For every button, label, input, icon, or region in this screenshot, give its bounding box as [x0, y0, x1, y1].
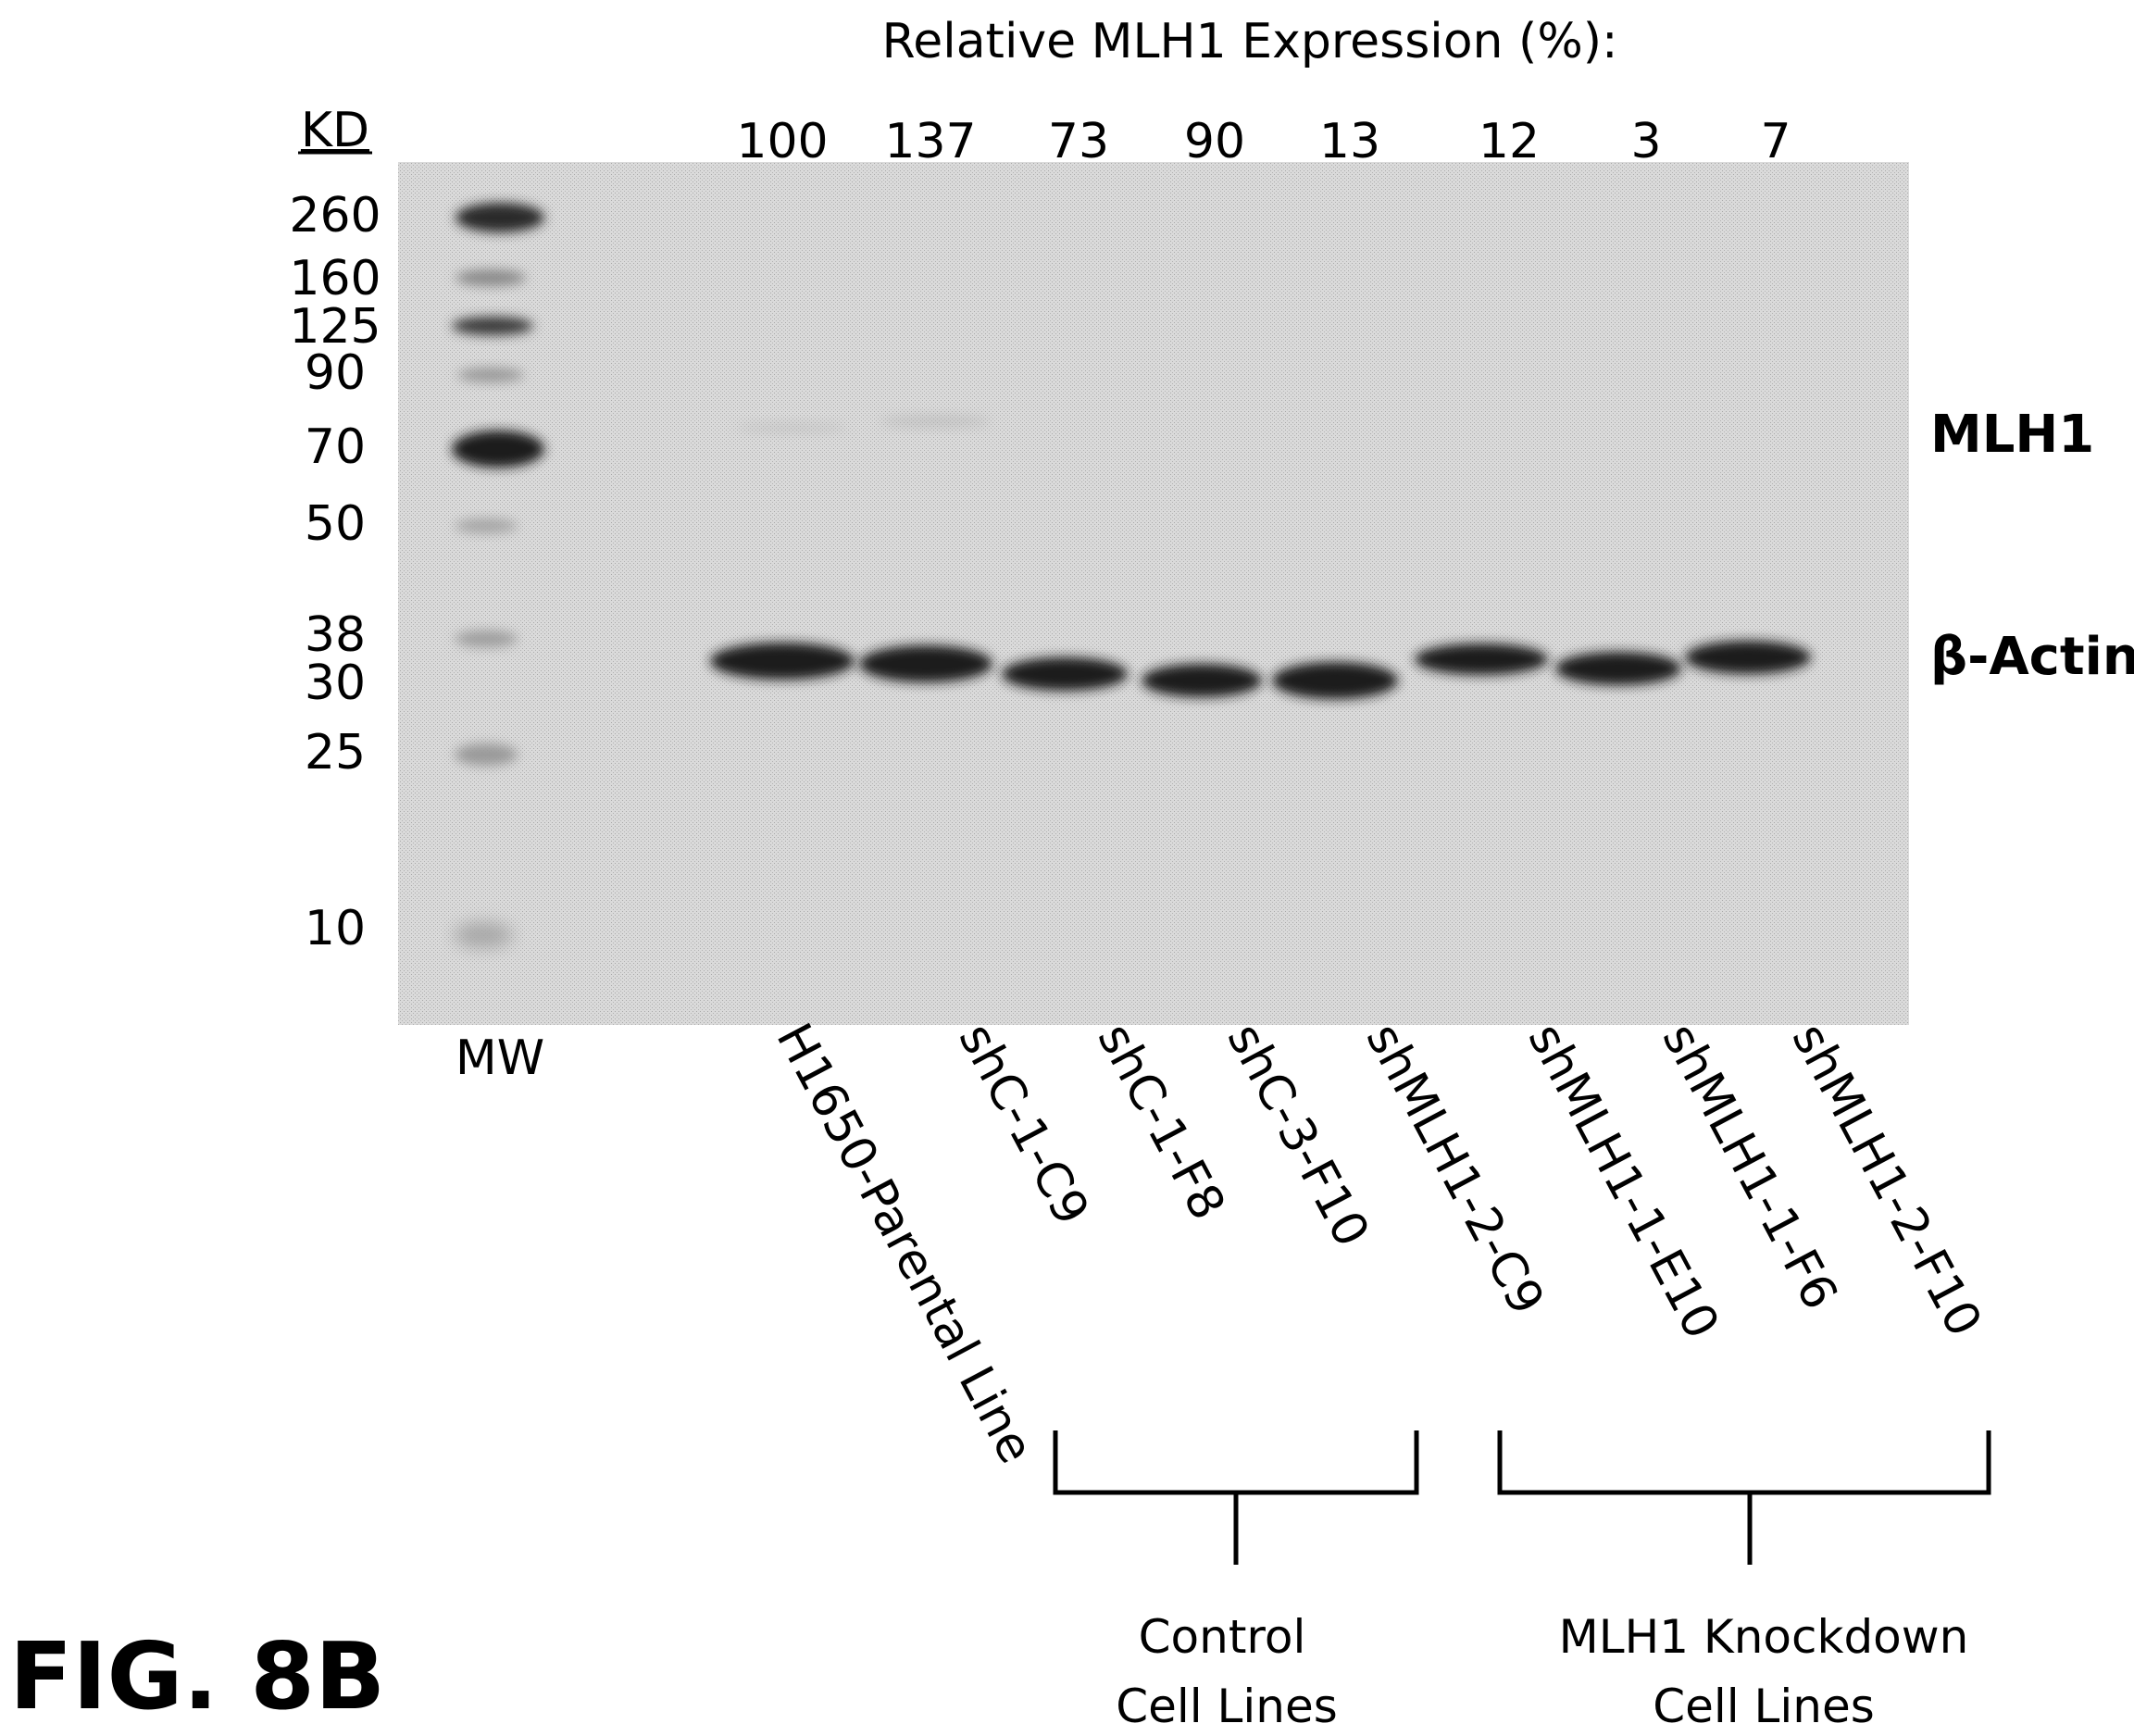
mw-ladder-bands — [452, 203, 544, 948]
ladder-band-260 — [456, 203, 544, 232]
mw-label-38: 38 — [305, 607, 366, 663]
ladder-band-38 — [455, 631, 518, 647]
lane-label: shC-1-F8 — [1087, 1015, 1236, 1229]
ladder-band-125 — [452, 317, 533, 335]
ladder-band-160 — [456, 269, 526, 286]
mw-label-70: 70 — [305, 419, 366, 475]
expression-value: 3 — [1630, 114, 1661, 169]
mw-label-50: 50 — [305, 496, 366, 552]
ladder-band-50 — [455, 518, 518, 533]
control-group-label-line1: Control — [1139, 1610, 1306, 1664]
kd-label: KD — [301, 103, 369, 158]
mw-label-25: 25 — [305, 725, 366, 781]
actin-band-6 — [1415, 643, 1548, 675]
ladder-band-90 — [457, 368, 524, 382]
expression-title: Relative MLH1 Expression (%): — [881, 14, 1617, 69]
control-group-label-line2: Cell Lines — [1116, 1680, 1338, 1733]
figure-label: FIG. 8B — [9, 1622, 385, 1730]
expression-values: 100 137 73 90 13 12 3 7 — [736, 114, 1791, 169]
actin-band-7 — [1555, 652, 1681, 685]
lane-label: shMLH1-2-C9 — [1355, 1015, 1554, 1324]
actin-band-2 — [859, 645, 992, 682]
expression-value: 73 — [1048, 114, 1109, 169]
expression-value: 12 — [1479, 114, 1540, 169]
expression-value: 137 — [884, 114, 976, 169]
mlh1-bands — [736, 415, 991, 433]
ladder-band-25 — [455, 743, 518, 766]
mw-label-30: 30 — [305, 656, 366, 711]
control-bracket — [1053, 1430, 1419, 1565]
expression-value: 90 — [1184, 114, 1245, 169]
knockdown-bracket — [1497, 1430, 1991, 1565]
mw-ladder-labels: 260 160 125 90 70 50 38 30 25 10 — [289, 188, 381, 956]
blot-membrane — [398, 162, 1909, 1025]
ladder-band-70 — [452, 431, 544, 468]
knockdown-group-label-line1: MLH1 Knockdown — [1559, 1610, 1969, 1664]
actin-bands — [710, 641, 1811, 699]
mlh1-band-label: MLH1 — [1930, 405, 2094, 465]
mw-label-125: 125 — [289, 299, 381, 355]
actin-band-5 — [1272, 662, 1398, 699]
expression-value: 13 — [1319, 114, 1380, 169]
actin-band-3 — [1002, 657, 1128, 691]
mw-lane-label: MW — [456, 1030, 544, 1086]
expression-value: 7 — [1760, 114, 1791, 169]
expression-value: 100 — [736, 114, 828, 169]
actin-band-1 — [710, 643, 855, 680]
lane-labels: H1650-Parental Line shC-1-C9 shC-1-F8 sh… — [766, 1015, 1992, 1472]
ladder-band-10 — [454, 922, 513, 948]
mw-label-10: 10 — [305, 901, 366, 956]
actin-band-4 — [1142, 664, 1262, 697]
actin-band-8 — [1685, 641, 1811, 674]
lane-label: shC-1-C9 — [948, 1015, 1100, 1234]
actin-band-label: β-Actin — [1930, 627, 2134, 687]
mw-label-260: 260 — [289, 188, 381, 244]
mw-label-160: 160 — [289, 251, 381, 306]
mw-label-90: 90 — [305, 345, 366, 401]
knockdown-group-label-line2: Cell Lines — [1653, 1680, 1875, 1733]
lane-label: shC-3-F10 — [1217, 1015, 1379, 1255]
